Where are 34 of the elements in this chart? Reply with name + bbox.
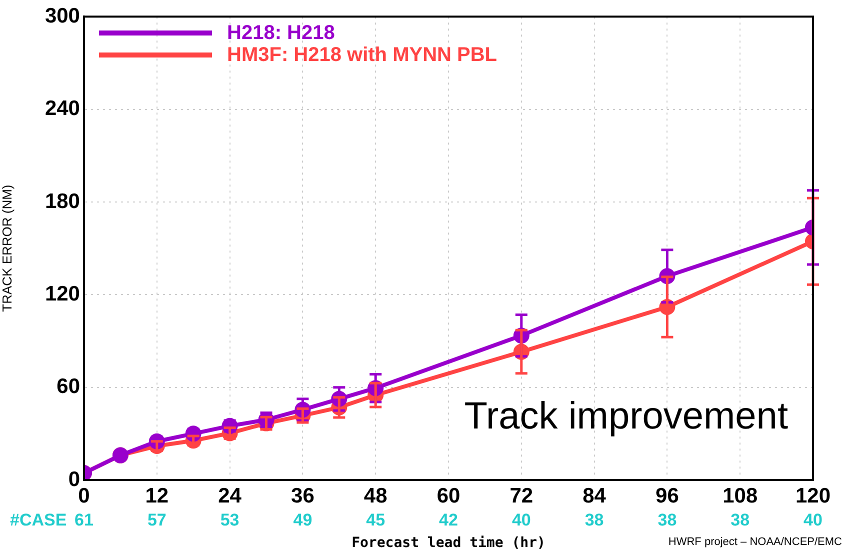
text: 61	[74, 510, 94, 530]
text: 38	[658, 510, 677, 530]
text: 45	[366, 510, 386, 530]
y-tick-label: 180	[44, 190, 80, 213]
y-tick-label: 60	[56, 375, 80, 398]
text: HWRF project – NOAA/NCEP/EMC	[668, 536, 842, 548]
x-tick-label: 96	[656, 484, 679, 508]
y-axis-title: TRACK ERROR (NM)	[0, 184, 14, 312]
text: H218: H218	[227, 22, 335, 44]
x-tick-label: 72	[510, 484, 534, 508]
annotation: Track improvement	[464, 395, 788, 438]
x-tick-label: 48	[364, 484, 388, 508]
text: 42	[439, 510, 458, 530]
y-tick-label: 120	[44, 282, 80, 306]
x-tick-label: 60	[436, 484, 460, 508]
y-tick-label: 240	[44, 97, 80, 120]
y-tick-label: 0	[68, 468, 80, 491]
x-axis-title: Forecast lead time (hr)	[352, 535, 546, 552]
text: 53	[220, 510, 240, 530]
x-tick-label: 108	[722, 484, 758, 508]
x-tick-label: 36	[291, 484, 314, 508]
x-tick-label: 12	[145, 484, 169, 508]
x-tick-label: 84	[582, 484, 606, 508]
x-tick-label: 120	[795, 484, 831, 508]
text: 40	[804, 510, 822, 530]
y-tick-label: 300	[44, 4, 80, 28]
text: 38	[730, 510, 750, 530]
text: HM3F: H218 with MYNN PBL	[227, 44, 498, 66]
text: 38	[584, 510, 604, 530]
text: 40	[512, 510, 531, 530]
text: #CASE	[10, 510, 67, 530]
text: 57	[147, 510, 166, 530]
text: 49	[293, 510, 312, 530]
x-tick-label: 24	[218, 484, 242, 508]
